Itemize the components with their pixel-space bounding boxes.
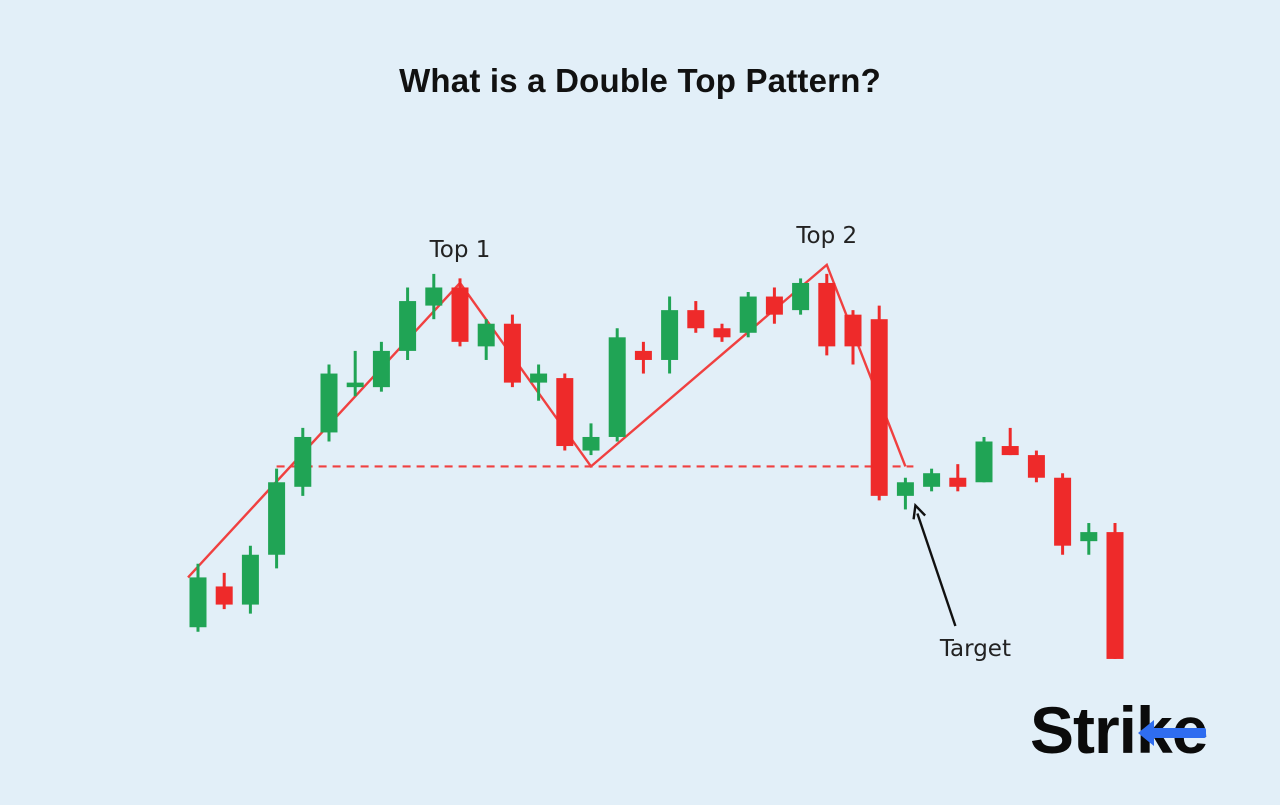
candle-body [713,328,731,338]
candle-body [503,323,521,383]
candle-body [556,378,574,447]
candle [739,292,757,338]
logo-k-mark: k [1136,692,1207,768]
strike-logo: Strike [1030,690,1208,770]
candle [713,323,731,342]
candle [556,373,574,451]
candle-body [320,373,338,433]
candle-body [687,310,705,329]
candle [215,572,233,610]
candle-body [792,282,810,311]
candle [425,273,443,320]
candle [949,464,967,492]
candle [634,341,652,374]
candle-body [661,310,679,360]
page-title: What is a Double Top Pattern? [399,62,881,99]
candle [346,350,364,397]
candle [1027,450,1045,483]
candle-body [923,473,941,487]
candle [320,364,338,442]
candle [1001,427,1019,456]
candle [1054,473,1072,555]
candle [818,273,836,356]
double-top-zigzag-line [187,262,907,579]
candle-body [896,482,914,496]
candle-body [399,301,417,351]
candle-body [975,441,993,483]
candle-body [608,337,626,437]
candle [372,341,390,392]
candle [923,468,941,492]
candle-body [739,296,757,333]
candle-body [189,577,207,628]
candle [503,314,521,388]
candle-body [451,287,469,342]
candle [241,545,259,614]
target-label: Target [939,636,1011,662]
candle-body [1080,532,1098,542]
candle-body [949,477,967,487]
top-1-label: Top 1 [429,237,491,263]
candle [792,278,810,315]
logo-arrow-icon [1138,720,1155,746]
candle-body [425,287,443,306]
candle [530,364,548,401]
candle-body [530,373,548,383]
candle-body [765,296,783,315]
annotations: Top 1 Top 2 Target [429,223,1011,662]
candle-body [1001,446,1019,456]
candle-body [870,319,888,496]
top-2-label: Top 2 [795,223,857,249]
candle [451,278,469,347]
candle-body [215,586,233,605]
logo-arrow-bar [1146,728,1207,738]
candle [1080,523,1098,555]
candle [687,301,705,333]
candle-body [818,282,836,347]
pattern-lines [187,262,914,579]
candle [765,287,783,324]
candle-body [241,554,259,605]
candle [844,310,862,365]
candle [1106,523,1124,659]
candle [975,436,993,483]
target-arrow-shaft [916,513,957,627]
candle [608,328,626,442]
candle-body [477,323,495,347]
candle-body [268,482,286,555]
candle [477,319,495,360]
target-arrow-icon [912,502,957,627]
logo-text-prefix: Stri [1030,693,1137,767]
candle [870,305,888,501]
candle-body [294,436,312,487]
candle [896,477,914,510]
candle [294,427,312,496]
candle [661,296,679,374]
candle-body [582,436,600,451]
candle-body [844,314,862,347]
candles [189,273,1124,659]
candle-body [1054,477,1072,546]
candle [582,423,600,456]
candle [189,563,207,632]
candle-body [1106,532,1124,659]
target-arrow-head [912,502,927,520]
candle [399,287,417,360]
candle-body [372,350,390,388]
candle-body [346,382,364,388]
candle-body [1027,455,1045,478]
candle [268,468,286,569]
candle-body [634,350,652,360]
